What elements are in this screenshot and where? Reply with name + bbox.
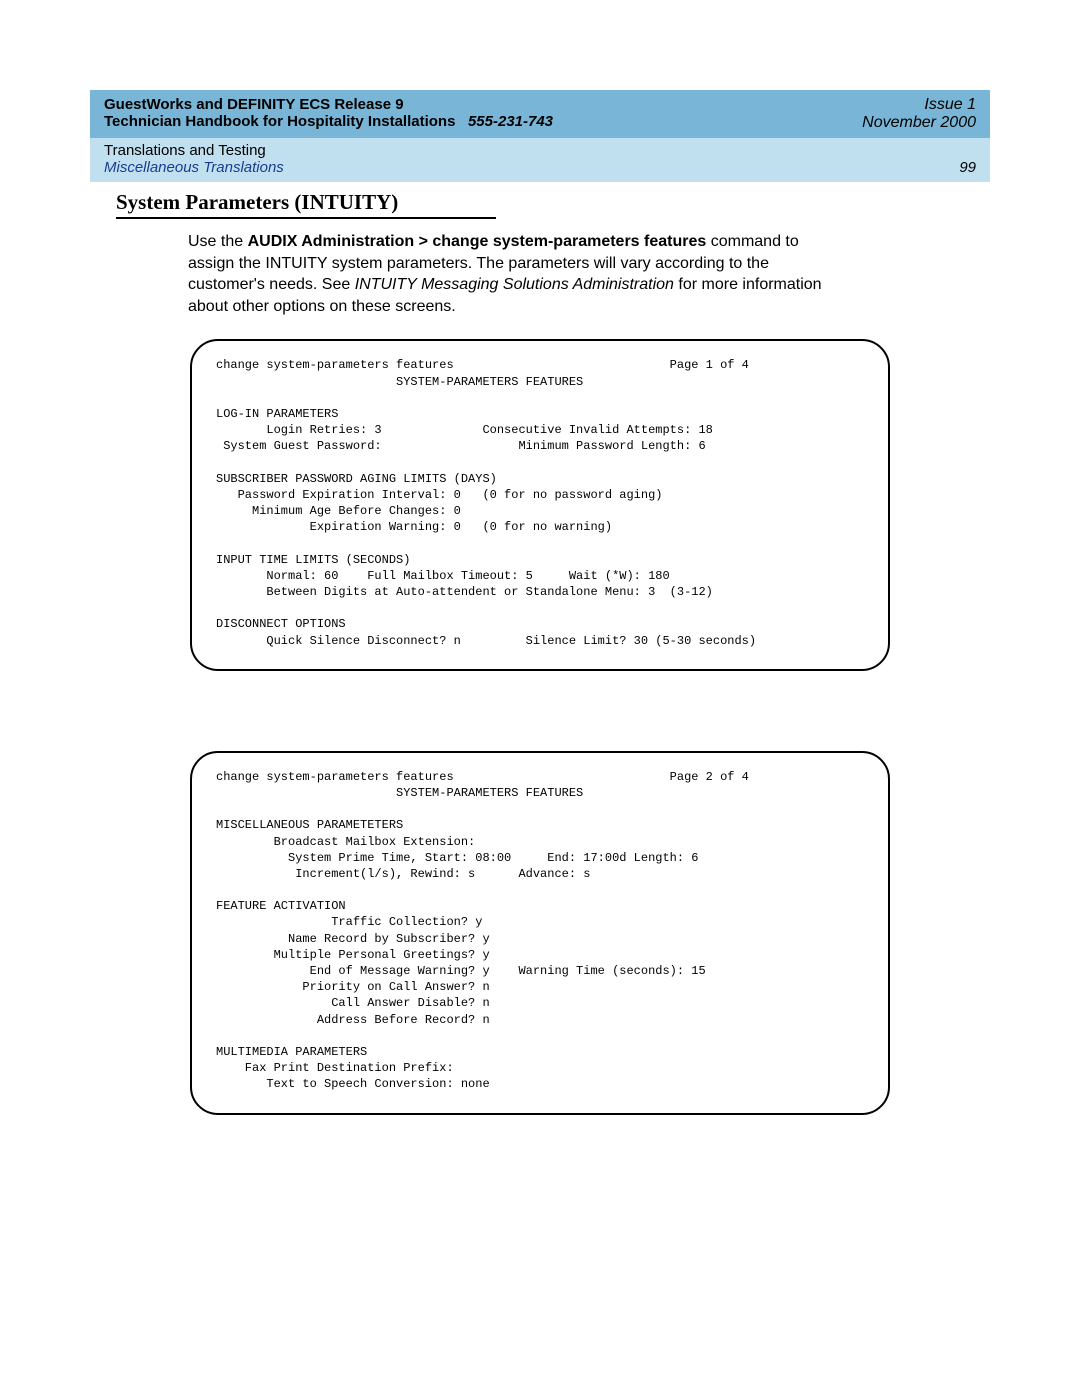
terminal-screen-1: change system-parameters features Page 1…: [190, 339, 890, 670]
command-path: AUDIX Administration > change system-par…: [248, 233, 707, 250]
heading-rule: [116, 217, 496, 219]
terminal-screen-2: change system-parameters features Page 2…: [190, 751, 890, 1115]
chapter-title: Translations and Testing: [104, 142, 284, 159]
product-title: GuestWorks and DEFINITY ECS Release 9: [104, 96, 553, 113]
page-number: 99: [959, 159, 976, 176]
body-prefix: Use the: [188, 233, 248, 250]
handbook-title: Technician Handbook for Hospitality Inst…: [104, 113, 455, 130]
doc-reference: INTUITY Messaging Solutions Administrati…: [355, 276, 674, 293]
document-number: 555-231-743: [468, 113, 553, 130]
page-header: GuestWorks and DEFINITY ECS Release 9 Te…: [90, 90, 990, 182]
issue-date: November 2000: [862, 114, 976, 132]
section-title[interactable]: Miscellaneous Translations: [104, 159, 284, 176]
section-heading: System Parameters (INTUITY): [116, 190, 964, 215]
handbook-title-line: Technician Handbook for Hospitality Inst…: [104, 113, 553, 130]
issue-label: Issue 1: [862, 96, 976, 114]
content-area: System Parameters (INTUITY) Use the AUDI…: [116, 190, 964, 1115]
header-dark-band: GuestWorks and DEFINITY ECS Release 9 Te…: [90, 90, 990, 138]
page: GuestWorks and DEFINITY ECS Release 9 Te…: [0, 0, 1080, 1397]
terminal-gap: [116, 671, 964, 729]
body-paragraph: Use the AUDIX Administration > change sy…: [188, 231, 828, 317]
header-light-band: Translations and Testing Miscellaneous T…: [90, 138, 990, 182]
